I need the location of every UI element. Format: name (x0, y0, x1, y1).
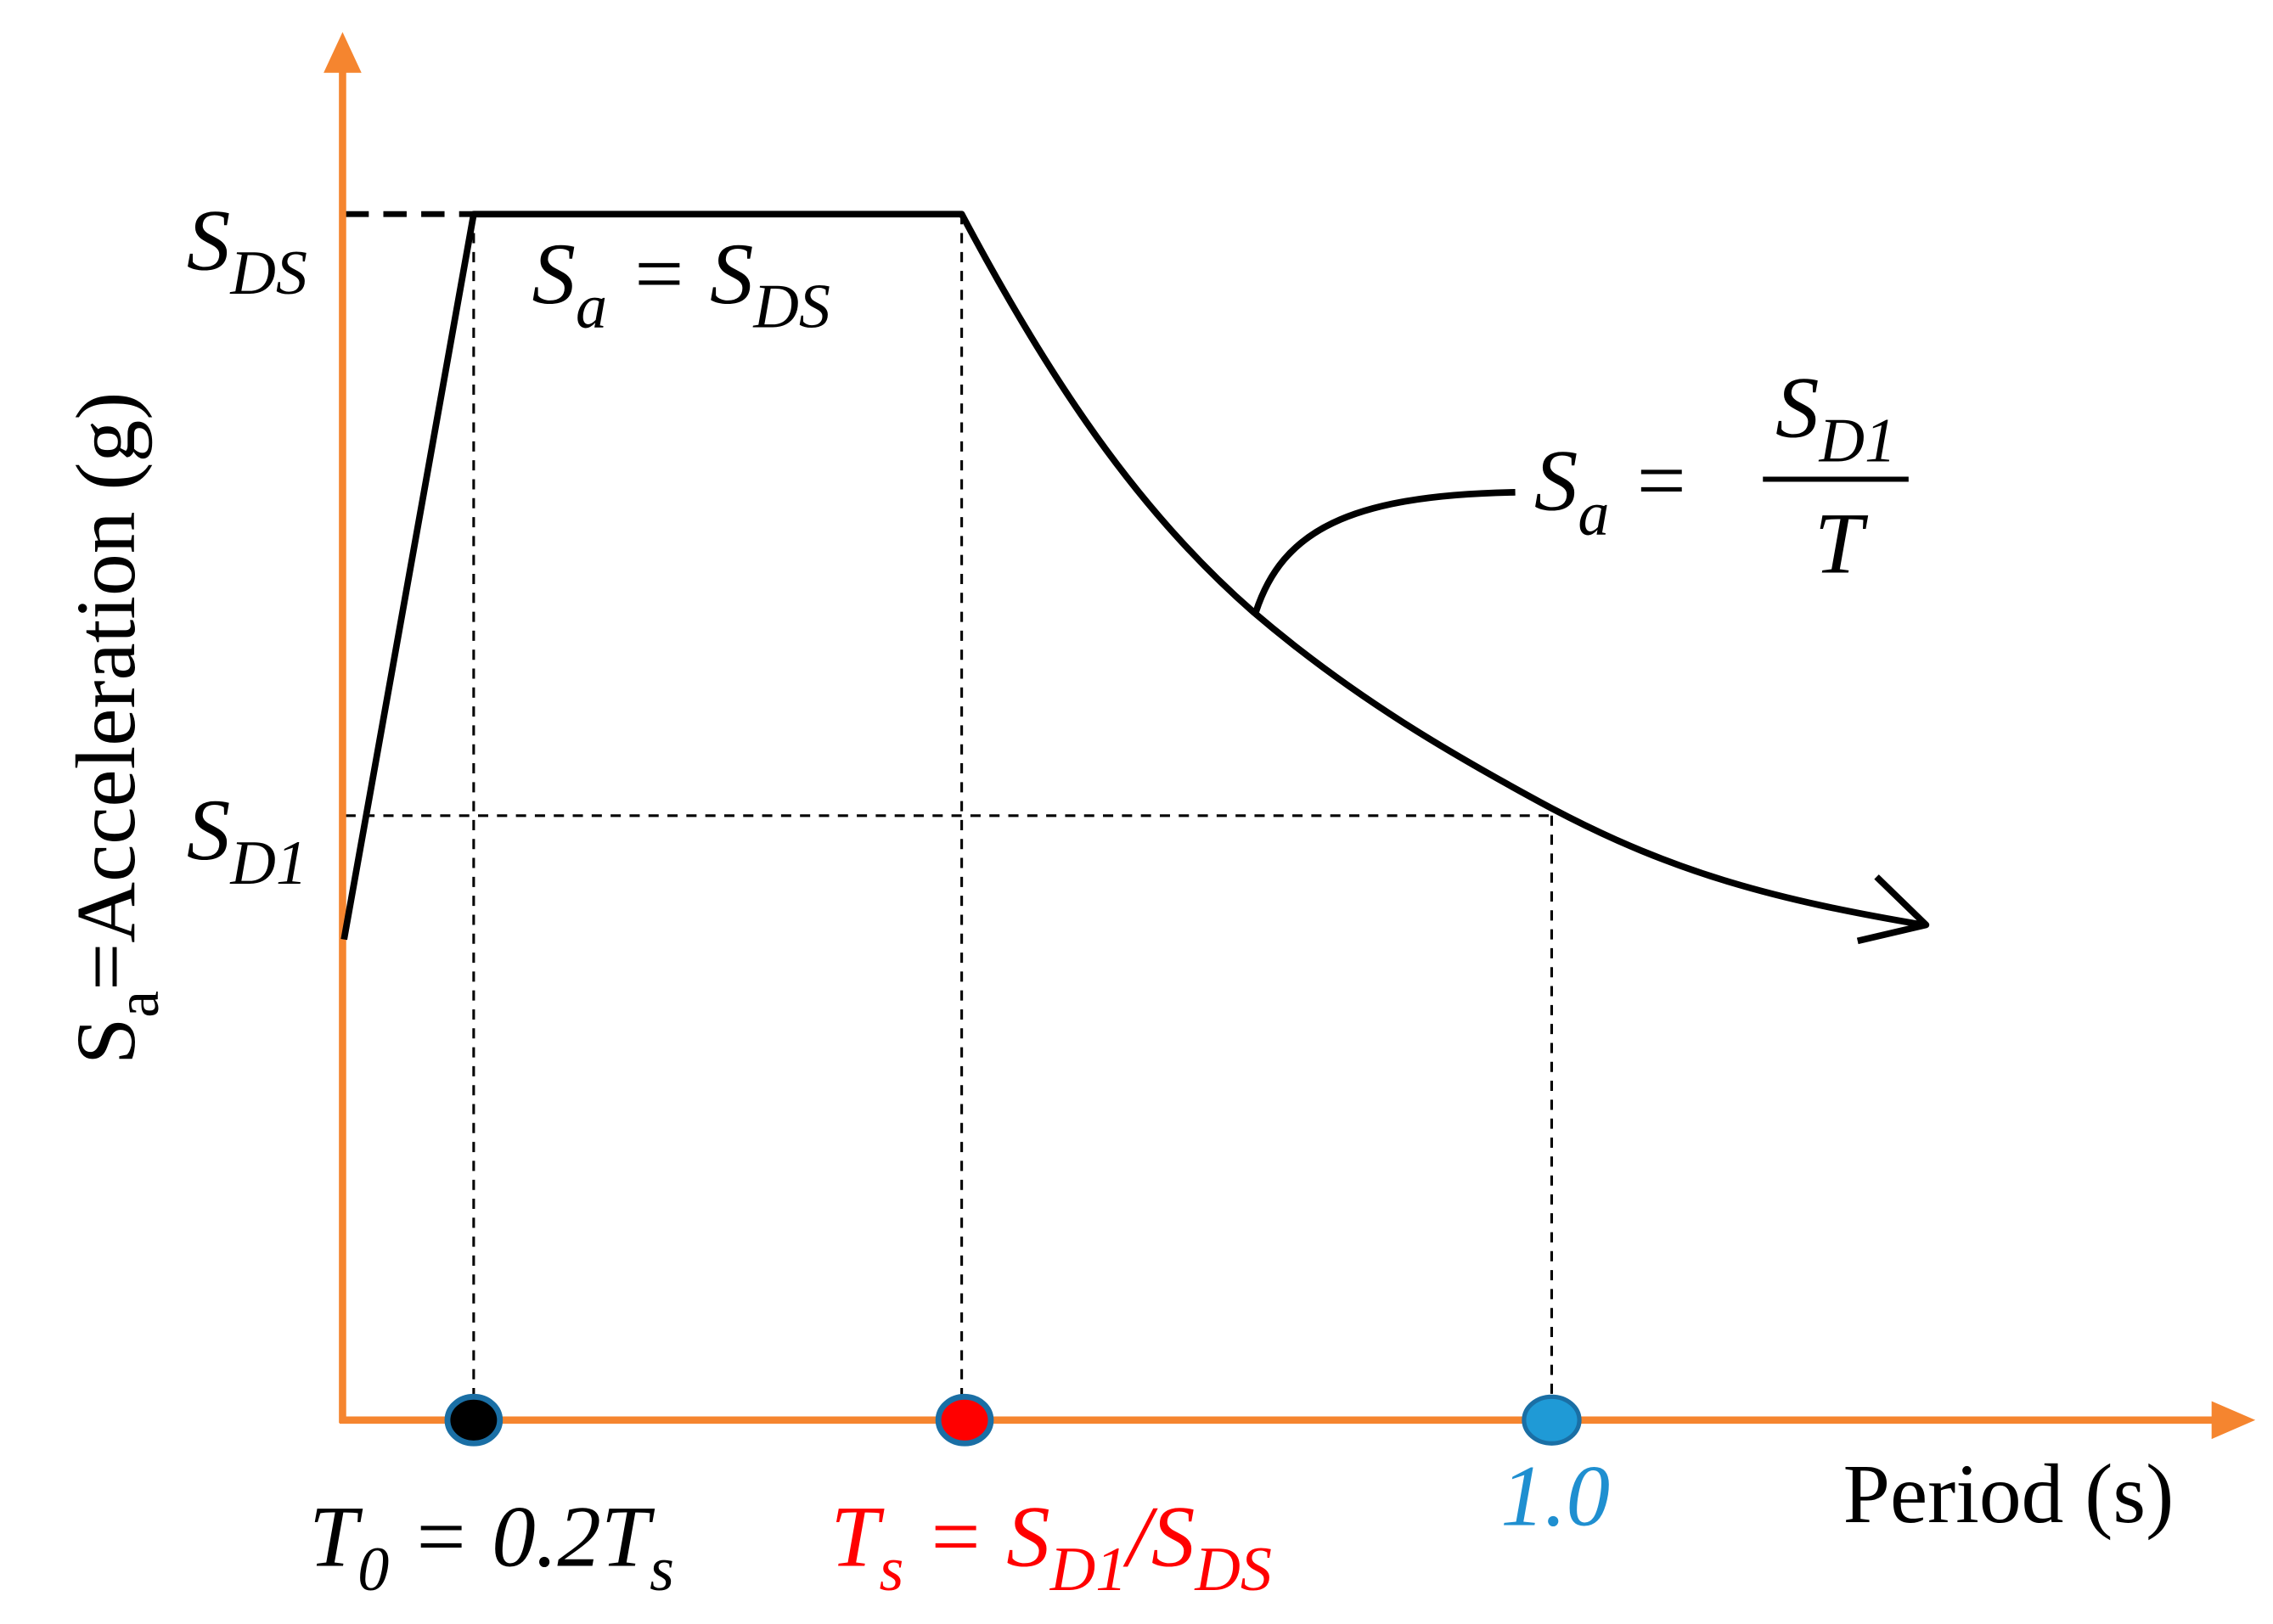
sd1-label: SD1 (187, 782, 307, 898)
subscript: s (879, 1535, 903, 1604)
text-run: S (1775, 360, 1819, 457)
subscript: DS (1194, 1535, 1272, 1604)
text-run: = 0.2T (389, 1488, 655, 1585)
subscript: s (650, 1535, 674, 1604)
subscript: a (1578, 479, 1609, 548)
text-run: S (187, 782, 230, 879)
one-second-label: 1.0 (1500, 1447, 1610, 1544)
text-run: = S (903, 1488, 1049, 1585)
subscript: D1 (229, 829, 307, 898)
text-run: /S (1122, 1488, 1195, 1585)
x-axis-arrow (2211, 1401, 2256, 1440)
descending-denominator: T (1814, 495, 1869, 592)
text-run: S (532, 226, 575, 323)
ts-marker (935, 1393, 994, 1447)
descending-numerator: SD1 (1775, 360, 1896, 476)
text-run: T (1814, 495, 1869, 592)
text-run: T (309, 1488, 363, 1585)
descending-lhs: Sa = (1534, 432, 1691, 548)
subscript: DS (229, 239, 307, 308)
t0-label: T0 = 0.2Ts (309, 1488, 674, 1604)
y-axis-title: Sa=Acceleration (g) (59, 392, 172, 1065)
subscript: D1 (1049, 1535, 1128, 1604)
curve-arrowhead (1856, 874, 1930, 945)
text-run: S (59, 1018, 153, 1065)
leader-line (1252, 489, 1516, 613)
one-second-marker (1522, 1394, 1582, 1446)
ts-label: Ts = SD1/SDS (830, 1488, 1272, 1604)
text-run: S (1534, 432, 1578, 529)
y-axis-arrow (324, 31, 362, 73)
text-run: =Acceleration (g) (59, 392, 153, 991)
subscript: a (576, 273, 607, 342)
text-run: = S (607, 226, 753, 323)
spectrum-curve (340, 211, 1924, 941)
sds-label: SDS (187, 192, 307, 308)
subscript: D1 (1818, 407, 1896, 476)
subscript: 0 (357, 1535, 389, 1604)
t0-marker (444, 1393, 504, 1447)
text-run: = (1609, 432, 1690, 529)
x-axis-title: Period (s) (1843, 1447, 2175, 1541)
text-run: 1.0 (1500, 1447, 1610, 1544)
text-run: T (830, 1488, 885, 1585)
subscript: DS (752, 273, 830, 342)
subscript: a (104, 991, 172, 1018)
text-run: S (187, 192, 230, 289)
plateau-equation: Sa = SDS (532, 226, 830, 342)
